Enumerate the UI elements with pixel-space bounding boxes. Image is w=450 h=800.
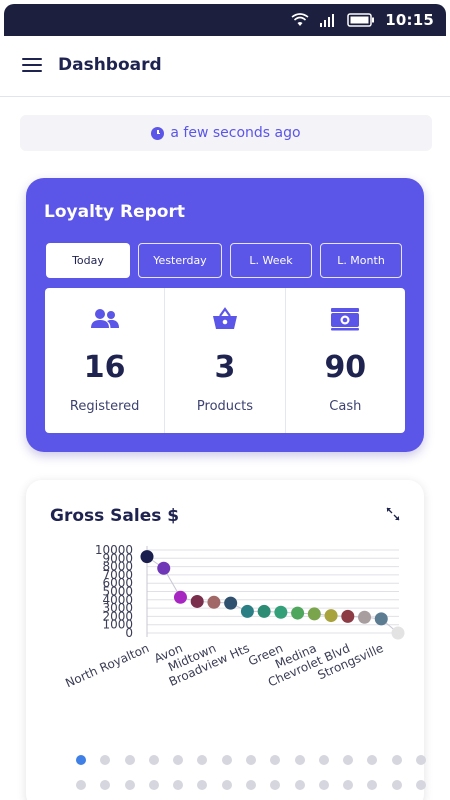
data-point	[140, 550, 154, 564]
stat-products-value: 3	[214, 350, 236, 385]
data-point	[224, 596, 238, 610]
pager-dot[interactable]	[197, 755, 208, 765]
y-tick-label: 7000	[102, 568, 133, 582]
pager-dot[interactable]	[343, 755, 354, 765]
pager-dot[interactable]	[391, 780, 402, 790]
pager-dot[interactable]	[294, 780, 305, 790]
hamburger-menu-icon[interactable]	[22, 58, 42, 74]
stat-registered[interactable]: 16 Registered	[45, 288, 166, 433]
gross-sales-title: Gross Sales $	[50, 506, 180, 526]
data-point	[157, 561, 171, 575]
pager-dot[interactable]	[245, 780, 256, 790]
last-updated-banner: a few seconds ago	[20, 115, 432, 151]
data-point	[307, 607, 321, 621]
stat-cash-label: Cash	[329, 399, 362, 414]
pager-dot[interactable]	[148, 755, 159, 765]
pager-dot[interactable]	[245, 755, 256, 765]
stat-registered-label: Registered	[69, 399, 140, 414]
tab-yesterday[interactable]: Yesterday	[138, 243, 222, 278]
status-bar: 10:15	[4, 4, 446, 36]
tab-last-week[interactable]: L. Week	[230, 243, 312, 278]
wifi-icon	[291, 13, 309, 26]
y-tick-label: 0	[125, 626, 133, 640]
y-tick-label: 6000	[102, 576, 133, 590]
expand-icon[interactable]	[386, 507, 400, 521]
pager-dot[interactable]	[124, 755, 135, 765]
data-point	[274, 605, 288, 619]
y-tick-label: 4000	[102, 593, 133, 607]
pager-dot[interactable]	[76, 780, 86, 790]
tab-today[interactable]: Today	[46, 243, 130, 278]
loyalty-report-title: Loyalty Report	[44, 202, 185, 222]
stat-products-label: Products	[196, 399, 254, 414]
y-tick-label: 2000	[102, 609, 133, 623]
data-point	[324, 609, 338, 623]
stat-registered-value: 16	[83, 350, 126, 385]
stat-cash-value: 90	[324, 350, 367, 385]
data-point	[341, 609, 355, 623]
status-icons: 10:15	[291, 4, 434, 36]
pager-dot[interactable]	[221, 780, 232, 790]
data-point	[391, 626, 405, 640]
pager-dot[interactable]	[124, 780, 135, 790]
data-point	[374, 612, 388, 626]
pager-dot[interactable]	[173, 780, 184, 790]
pager-dot[interactable]	[318, 755, 329, 765]
gross-sales-chart: 1000090008000700060005000400030002000100…	[63, 543, 405, 690]
app-header: Dashboard	[0, 36, 450, 97]
stat-cash[interactable]: 90 Cash	[286, 288, 405, 433]
chart-pager-row	[76, 755, 426, 765]
data-point	[190, 594, 204, 608]
pager-dot[interactable]	[100, 780, 111, 790]
y-tick-label: 5000	[102, 585, 133, 599]
loyalty-stats-panel: 16 Registered 3 Products	[45, 288, 405, 433]
pager-dot[interactable]	[415, 780, 426, 790]
pager-dot[interactable]	[197, 780, 208, 790]
status-time: 10:15	[385, 11, 434, 29]
pager-dot[interactable]	[367, 780, 378, 790]
basket-icon	[212, 306, 238, 332]
battery-icon	[347, 13, 375, 27]
clock-icon	[151, 126, 165, 140]
stat-products[interactable]: 3 Products	[165, 288, 286, 433]
pager-dot[interactable]	[148, 780, 159, 790]
data-point	[173, 590, 187, 604]
chart-pager-row	[76, 780, 426, 790]
series-line	[146, 556, 399, 634]
data-point	[291, 606, 305, 620]
pager-dot[interactable]	[318, 780, 329, 790]
pager-dot[interactable]	[100, 755, 111, 765]
y-tick-label: 3000	[102, 601, 133, 615]
period-tabs: Today Yesterday L. Week L. Month	[46, 243, 402, 278]
users-icon	[90, 306, 120, 332]
y-tick-label: 10000	[95, 543, 133, 557]
data-point	[257, 604, 271, 618]
pager-dot[interactable]	[221, 755, 232, 765]
data-point	[240, 604, 254, 618]
signal-icon	[320, 14, 335, 27]
y-tick-label: 8000	[102, 560, 133, 574]
pager-dot[interactable]	[391, 755, 402, 765]
pager-dot[interactable]	[76, 755, 86, 765]
data-point	[358, 610, 372, 624]
pager-dot[interactable]	[270, 755, 281, 765]
y-tick-label: 9000	[102, 551, 133, 565]
gross-sales-card: Gross Sales $ 10000 9000 8000 7000 6000 5000 4…	[26, 480, 426, 800]
page-title: Dashboard	[58, 55, 162, 75]
y-tick-label: 1000	[102, 618, 133, 632]
x-tick-label: North Royalton	[63, 641, 151, 690]
data-point	[207, 595, 221, 609]
pager-dot[interactable]	[415, 755, 426, 765]
loyalty-report-card: Loyalty Report Today Yesterday L. Week L…	[26, 178, 424, 452]
pager-dot[interactable]	[343, 780, 354, 790]
last-updated-text: a few seconds ago	[170, 125, 301, 141]
pager-dot[interactable]	[173, 755, 184, 765]
tab-last-month[interactable]: L. Month	[320, 243, 402, 278]
cash-icon	[329, 306, 361, 332]
pager-dot[interactable]	[270, 780, 281, 790]
pager-dot[interactable]	[367, 755, 378, 765]
pager-dot[interactable]	[294, 755, 305, 765]
